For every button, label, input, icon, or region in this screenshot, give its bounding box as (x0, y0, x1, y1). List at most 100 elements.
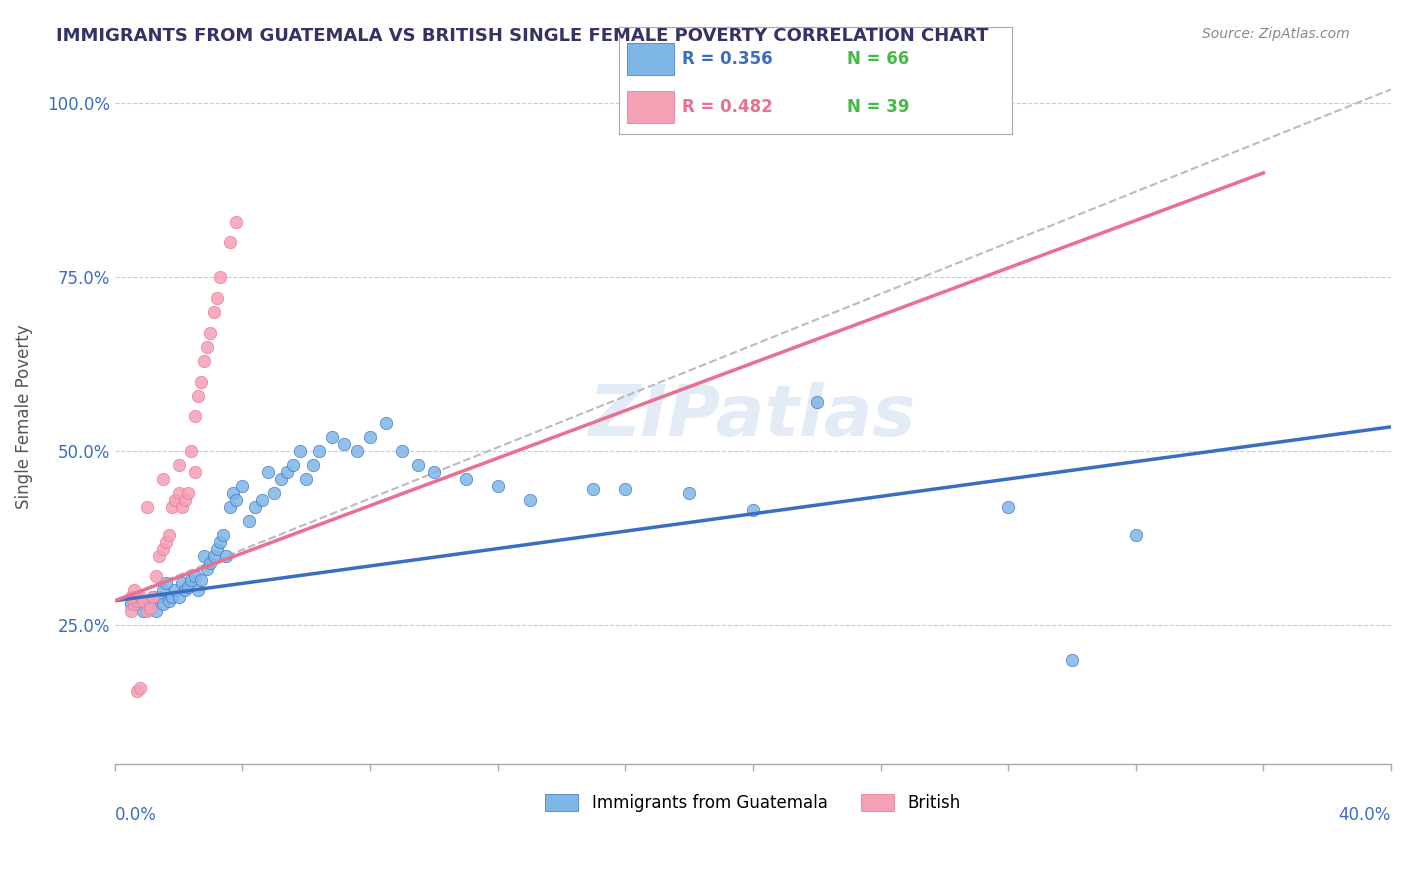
Point (391, 444, 413, 458)
Point (129, 591, 152, 605)
Point (170, 576, 193, 591)
Point (202, 305, 225, 319)
Point (177, 486, 200, 500)
Point (190, 375, 212, 389)
Point (174, 583, 197, 598)
Point (222, 486, 245, 500)
Point (165, 492, 187, 507)
Point (200, 556, 222, 570)
Point (257, 465, 280, 479)
Point (218, 500, 240, 514)
Point (283, 458, 305, 472)
Point (276, 465, 298, 479)
Point (165, 583, 187, 598)
Point (997, 500, 1019, 514)
Point (209, 270, 232, 285)
Point (132, 604, 155, 618)
Point (190, 573, 212, 587)
Point (139, 594, 162, 608)
Point (142, 591, 165, 605)
Text: R = 0.482: R = 0.482 (682, 98, 772, 116)
Point (177, 580, 200, 594)
Point (155, 576, 177, 591)
Point (122, 583, 145, 598)
Point (187, 583, 209, 598)
Point (582, 483, 605, 497)
Point (125, 684, 148, 698)
Point (157, 527, 180, 541)
Point (174, 492, 197, 507)
Point (183, 569, 205, 583)
Point (129, 597, 152, 611)
Point (215, 549, 238, 563)
Point (225, 214, 247, 228)
Point (295, 472, 318, 486)
Point (120, 604, 142, 618)
Point (142, 591, 165, 605)
Text: R = 0.356: R = 0.356 (682, 50, 772, 68)
Point (359, 430, 381, 444)
Point (139, 600, 162, 615)
Point (288, 444, 311, 458)
Text: Source: ZipAtlas.com: Source: ZipAtlas.com (1202, 27, 1350, 41)
Bar (627, 43, 673, 75)
Point (160, 500, 183, 514)
Point (486, 479, 509, 493)
Point (120, 597, 142, 611)
Point (270, 472, 292, 486)
Point (321, 430, 343, 444)
Text: IMMIGRANTS FROM GUATEMALA VS BRITISH SINGLE FEMALE POVERTY CORRELATION CHART: IMMIGRANTS FROM GUATEMALA VS BRITISH SIN… (56, 27, 988, 45)
Y-axis label: Single Female Poverty: Single Female Poverty (15, 324, 32, 508)
Point (122, 597, 145, 611)
Text: N = 39: N = 39 (846, 98, 910, 116)
Point (155, 534, 177, 549)
Point (519, 492, 541, 507)
Point (301, 458, 323, 472)
Point (225, 492, 247, 507)
Point (212, 527, 235, 541)
Point (614, 483, 637, 497)
Point (1125, 527, 1147, 541)
Point (333, 437, 356, 451)
Point (152, 583, 174, 598)
Point (806, 395, 828, 409)
Text: 0.0%: 0.0% (115, 806, 156, 824)
Point (152, 597, 174, 611)
Point (183, 465, 205, 479)
Point (375, 417, 398, 431)
Point (135, 604, 157, 618)
Point (243, 500, 266, 514)
Point (125, 591, 148, 605)
Point (180, 444, 202, 458)
Point (135, 500, 157, 514)
Point (209, 534, 232, 549)
Point (167, 486, 190, 500)
Point (132, 594, 155, 608)
Point (193, 549, 215, 563)
Point (200, 326, 222, 340)
Text: 40.0%: 40.0% (1339, 806, 1391, 824)
Point (125, 594, 148, 608)
Point (170, 500, 193, 514)
Point (135, 597, 157, 611)
Point (145, 569, 167, 583)
Point (152, 472, 174, 486)
Bar (627, 91, 673, 123)
Point (120, 591, 142, 605)
Point (741, 503, 763, 517)
Point (202, 549, 225, 563)
Point (205, 541, 228, 556)
Point (129, 681, 152, 695)
Point (205, 291, 228, 305)
Point (263, 486, 285, 500)
Point (423, 465, 446, 479)
Point (195, 562, 218, 576)
Point (183, 409, 205, 424)
Point (187, 388, 209, 402)
Point (180, 573, 202, 587)
Point (406, 458, 429, 472)
Point (346, 444, 368, 458)
Text: ZIPatlas: ZIPatlas (589, 382, 917, 450)
Point (1060, 653, 1083, 667)
Point (218, 235, 240, 250)
